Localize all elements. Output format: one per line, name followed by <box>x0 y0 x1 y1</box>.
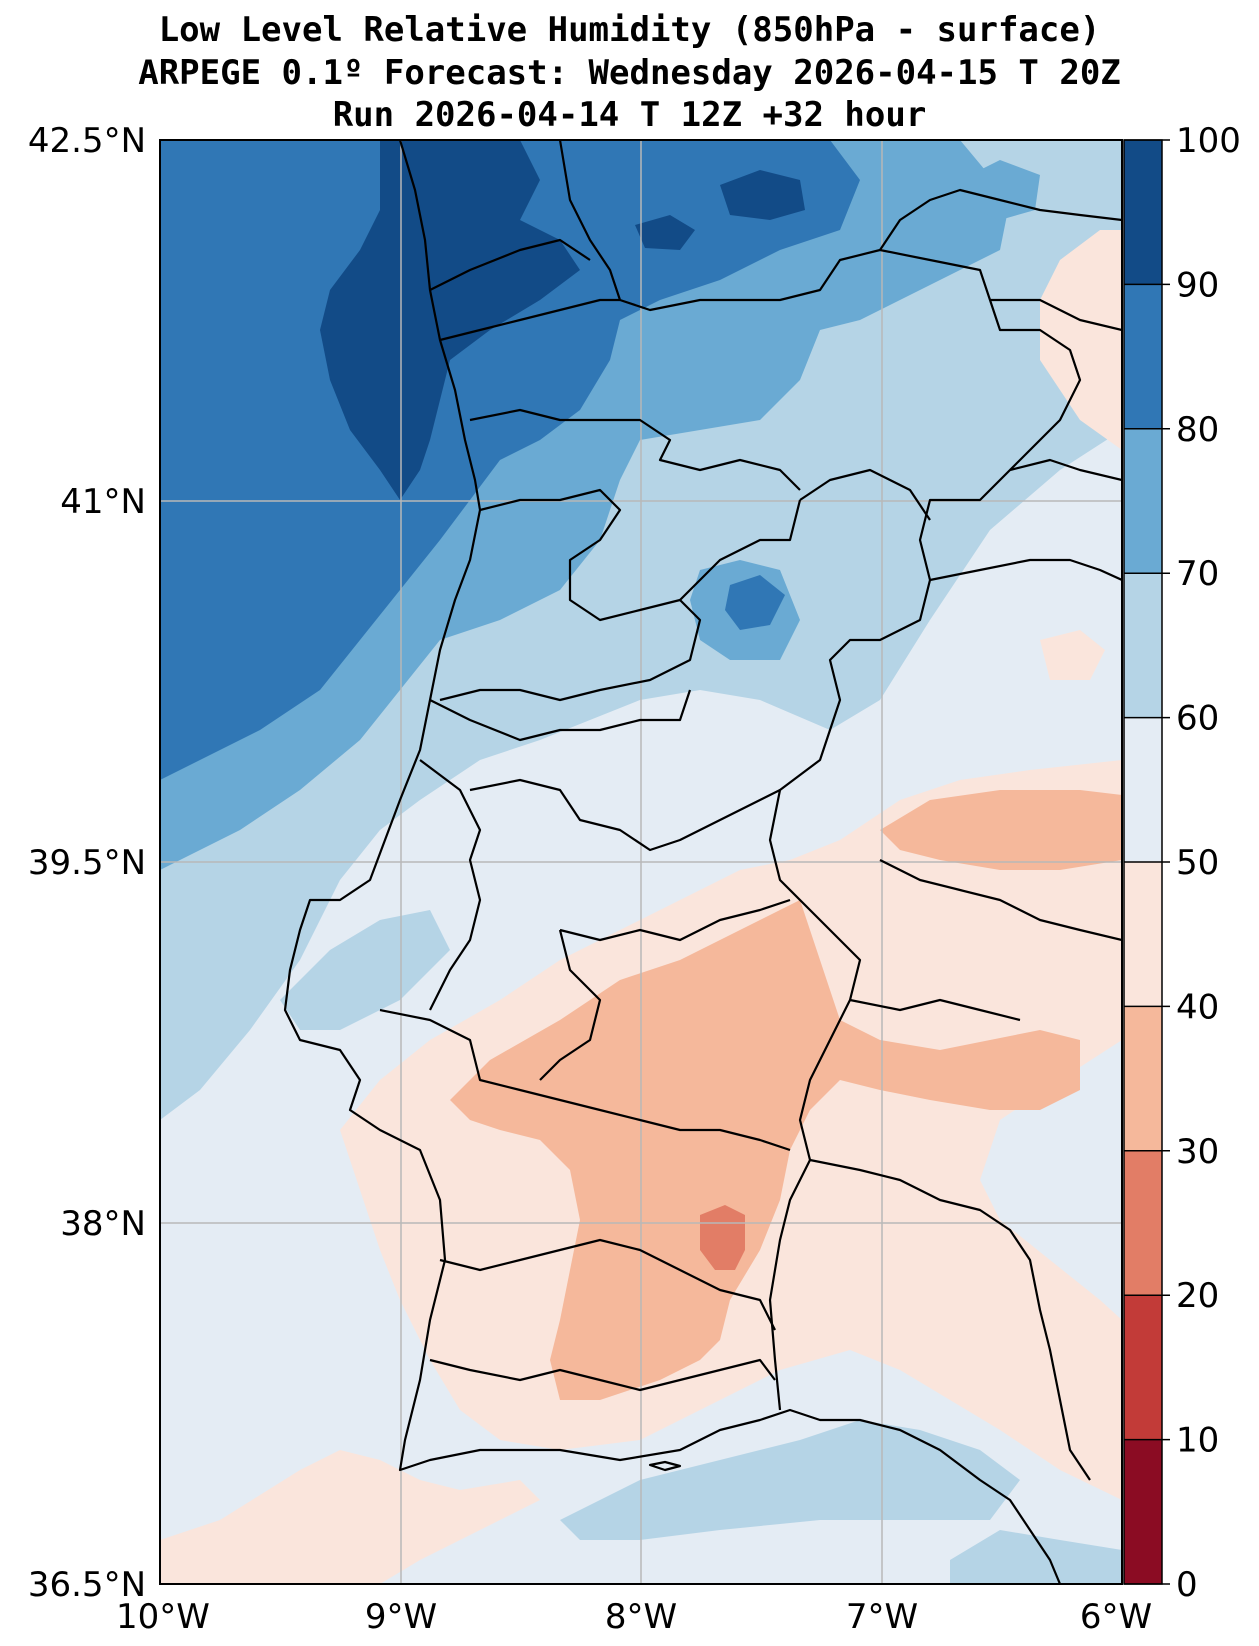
border-region-coimbra <box>439 488 702 702</box>
border-region-north-1 <box>429 238 591 291</box>
lat-label-36-5: 36.5°N <box>28 1565 146 1605</box>
coastline-and-borders <box>283 140 1122 1584</box>
border-spain-andalusia <box>809 1158 1091 1481</box>
title-line-3: Run 2026-04-14 T 12Z +32 hour <box>332 95 927 135</box>
coast-islet-algarve <box>648 1460 682 1472</box>
colorbar-band-60-70 <box>1124 573 1162 718</box>
colorbar-band-40-50 <box>1124 862 1162 1007</box>
colorbar-band-30-40 <box>1124 1006 1162 1151</box>
border-region-north-3 <box>469 408 801 491</box>
colorbar-tick-label-70: 70 <box>1176 554 1219 594</box>
rh-band-30-40-central <box>450 900 1080 1400</box>
border-region-alentejo-north <box>559 898 791 942</box>
colorbar-bands <box>1124 140 1162 1584</box>
border-region-ribatejo <box>469 778 781 852</box>
latitude-axis-labels: 42.5°N 41°N 39.5°N 38°N 36.5°N <box>28 121 146 1605</box>
border-spain-north-3 <box>1009 458 1122 482</box>
rh-band-90-100 <box>320 140 580 500</box>
rh-band-40-50-north-east <box>1040 230 1122 450</box>
lat-label-39-5: 39.5°N <box>28 843 146 883</box>
border-region-lisbon-setubal <box>379 1008 791 1152</box>
border-region-centro-inner <box>679 499 802 601</box>
rh-band-90-100-ne2 <box>635 215 695 250</box>
colorbar-band-70-80 <box>1124 428 1162 574</box>
graticule <box>160 140 1122 1584</box>
border-portugal-spain <box>558 140 1082 1411</box>
colorbar-band-20-30 <box>1124 1150 1162 1296</box>
coastline <box>283 140 1062 1584</box>
rh-band-40-50-east-islet <box>1040 630 1105 680</box>
colorbar-tick-label-10: 10 <box>1176 1421 1219 1461</box>
lon-label-10w: 10°W <box>116 1597 210 1637</box>
lon-label-8w: 8°W <box>605 1597 677 1637</box>
border-region-alentejo-central <box>539 929 602 1081</box>
colorbar-tick-label-90: 90 <box>1176 265 1219 305</box>
map-frame <box>159 139 1123 1585</box>
colorbar-band-50-60 <box>1124 717 1162 862</box>
border-spain-east-1 <box>929 558 1122 582</box>
border-region-beja <box>439 1238 776 1331</box>
title-line-2: ARPEGE 0.1º Forecast: Wednesday 2026-04-… <box>138 53 1121 93</box>
longitude-axis-labels: 10°W 9°W 8°W 7°W 6°W <box>116 1597 1152 1637</box>
border-spain-north-east <box>879 188 1122 251</box>
border-region-algarve <box>429 1358 776 1392</box>
rh-band-20-30 <box>700 1205 745 1270</box>
border-spain-east-2 <box>879 859 1122 942</box>
lon-label-6w: 6°W <box>1080 1597 1152 1637</box>
border-region-leiria <box>429 689 692 742</box>
colorbar-tick-label-20: 20 <box>1176 1276 1219 1316</box>
border-spain-north-2 <box>990 298 1122 332</box>
rh-band-30-40-east <box>880 790 1122 870</box>
colorbar-tick-label-60: 60 <box>1176 699 1219 739</box>
border-region-guarda <box>799 468 931 521</box>
rh-band-60-70-south-coast <box>560 1420 1020 1540</box>
rh-band-40-50-southwest-coast <box>160 1450 540 1584</box>
colorbar-tick-label-80: 80 <box>1176 410 1219 450</box>
border-spain-east-3 <box>849 998 1021 1022</box>
rh-band-60-70-southeast <box>950 1530 1122 1584</box>
border-region-north-2 <box>439 298 620 342</box>
colorbar-band-10-20 <box>1124 1295 1162 1440</box>
colorbar-band-0-10 <box>1124 1439 1162 1584</box>
colorbar-tick-label-40: 40 <box>1176 987 1219 1027</box>
colorbar-band-80-90 <box>1124 284 1162 429</box>
rh-band-90-100-ne1 <box>720 170 805 220</box>
lon-label-9w: 9°W <box>365 1597 437 1637</box>
colorbar-tick-label-30: 30 <box>1176 1132 1219 1172</box>
colorbar-tick-label-50: 50 <box>1176 843 1219 883</box>
lat-label-42-5: 42.5°N <box>28 121 146 161</box>
lat-label-41: 41°N <box>60 482 146 522</box>
title-line-1: Low Level Relative Humidity (850hPa - su… <box>158 10 1101 50</box>
rh-band-60-70-tagus <box>280 910 450 1030</box>
border-region-santarem <box>419 759 482 1011</box>
colorbar-band-90-100 <box>1124 140 1162 285</box>
lat-label-38: 38°N <box>60 1204 146 1244</box>
colorbar-tick-label-0: 0 <box>1176 1565 1198 1605</box>
colorbar-tick-label-100: 100 <box>1176 121 1241 161</box>
lon-label-7w: 7°W <box>846 1597 918 1637</box>
rh-band-80-90-interior <box>725 575 785 630</box>
